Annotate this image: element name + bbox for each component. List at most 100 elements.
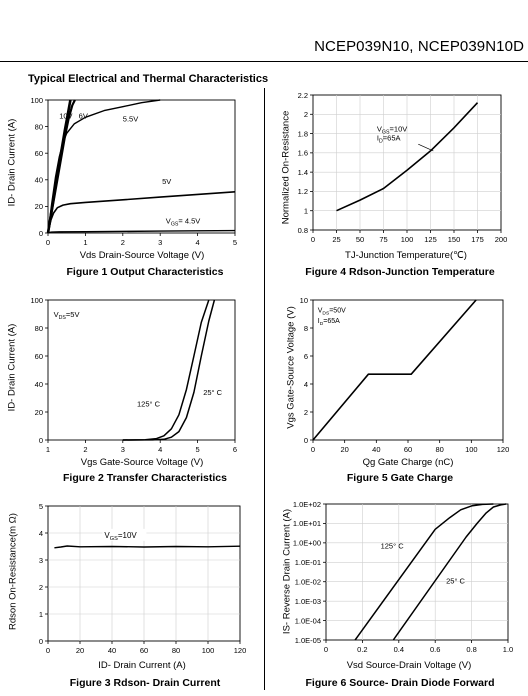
- figure-6-chart: 0 0.2 0.4 0.6 0.8 1.0 1.0E-05 1.0E-04 1.0E-03 1.0…: [293, 500, 513, 654]
- fig3-annotation-bg: [102, 528, 147, 541]
- figure-6-y-axis-label: IS- Reverse Drain Current (A): [281, 508, 293, 635]
- fig4-y-tick-label: 2.2: [298, 91, 308, 100]
- fig3-annotation-vgs: VGS=10V: [104, 531, 137, 542]
- fig2-label-125c: 125° C: [137, 399, 161, 408]
- fig1-plot-frame: [47, 99, 236, 234]
- fig6-y-tick-label: 1.0E+00: [293, 539, 321, 548]
- figure-4-x-axis-label: TJ-Junction Temperature(℃): [345, 250, 467, 261]
- fig2-y-tick-label: 80: [35, 324, 43, 333]
- fig2-x-tick-label: 6: [233, 445, 237, 454]
- fig6-x-tick-label: 0.2: [357, 645, 367, 654]
- figure-4-panel: 0 25 50 75 100 125 150 175 200 0.8 1 1.2 1.4 1.6 1.8 2 2…: [266, 90, 528, 280]
- fig2-y-tick-label: 20: [35, 408, 43, 417]
- fig4-annotation-vgs: VGS=10V: [377, 125, 407, 136]
- fig5-series-1-line: [312, 299, 477, 441]
- fig4-x-tick-label: 175: [471, 235, 484, 244]
- fig6-x-tick-label: 1.0: [503, 645, 513, 654]
- fig4-y-tick-label: 1.4: [298, 168, 308, 177]
- document-header: NCEP039N10, NCEP039N10D: [0, 0, 528, 62]
- section-title: Typical Electrical and Thermal Character…: [28, 73, 269, 85]
- fig4-annotation-leader: [418, 143, 434, 152]
- fig1-x-tick-label: 3: [158, 238, 162, 247]
- fig1-y-tick-label: 100: [30, 96, 43, 105]
- fig1-x-tick-label: 1: [83, 238, 87, 247]
- figure-1-y-axis-label: ID- Drain Current (A): [6, 118, 18, 207]
- figure-5-y-axis-label: Vgs Gate-Source Voltage (V): [285, 306, 297, 429]
- figure-2-caption: Figure 2 Transfer Characteristics: [63, 472, 227, 484]
- fig6-series-2-line: [392, 503, 507, 641]
- fig5-x-tick-label: 100: [465, 445, 478, 454]
- fig3-x-tick-label: 60: [140, 646, 148, 655]
- fig5-y-tick-label: 10: [300, 296, 308, 305]
- fig6-y-tick-label: 1.0E-03: [295, 597, 321, 606]
- figure-1-caption: Figure 1 Output Characteristics: [66, 266, 224, 278]
- fig3-y-tick-label: 2: [39, 583, 43, 592]
- fig4-x-tick-label: 100: [401, 235, 414, 244]
- fig4-y-tick-label: 2: [304, 110, 308, 119]
- figure-3-panel: 0 20 40 60 80 100 120 0 1 2 3 4 5 VGS=10V Rdson On-Re…: [0, 496, 262, 681]
- fig5-x-tick-label: 60: [404, 445, 412, 454]
- figure-4-caption: Figure 4 Rdson-Junction Temperature: [305, 266, 495, 278]
- fig2-label-25c: 25° C: [203, 388, 222, 397]
- fig2-x-tick-label: 1: [46, 445, 50, 454]
- fig3-x-tick-label: 0: [46, 646, 50, 655]
- fig4-y-tick-label: 0.8: [298, 226, 308, 235]
- fig1-label-10v: 10V: [59, 112, 72, 121]
- fig5-annotation-id: ID=65A: [318, 318, 340, 327]
- figure-4-chart: 0 25 50 75 100 125 150 175 200 0.8 1 1.2 1.4 1.6 1.8 2 2…: [298, 91, 508, 244]
- figure-6-x-axis-label: Vsd Source-Drain Voltage (V): [346, 660, 472, 671]
- figure-2-y-axis-label: ID- Drain Current (A): [6, 323, 18, 412]
- fig1-x-tick-label: 2: [121, 238, 125, 247]
- figure-1-x-axis-label: Vds Drain-Source Voltage (V): [79, 250, 205, 261]
- fig1-label-6v: 6V: [79, 112, 88, 121]
- fig3-x-tick-label: 20: [76, 646, 84, 655]
- figure-5-x-axis-label: Qg Gate Charge (nC): [362, 457, 454, 468]
- fig2-y-tick-label: 100: [30, 296, 43, 305]
- fig6-y-tick-label: 1.0E-05: [295, 636, 321, 645]
- fig2-series-2-line: [122, 299, 216, 441]
- fig6-x-tick-label: 0.4: [394, 645, 404, 654]
- fig5-y-tick-label: 0: [304, 436, 308, 445]
- fig6-label-25c: 25° C: [446, 577, 465, 586]
- figure-2-x-axis-label: Vgs Gate-Source Voltage (V): [80, 457, 204, 468]
- fig2-y-tick-label: 0: [39, 436, 43, 445]
- fig2-y-tick-label: 60: [35, 352, 43, 361]
- figure-1-chart: 0 1 2 3 4 5 0 20 40 60 80 100 10V 6V 5.5V 5V VGS= 4.5V: [30, 96, 237, 247]
- fig3-y-tick-label: 1: [39, 610, 43, 619]
- fig4-series-1-line: [336, 102, 479, 212]
- fig3-x-tick-label: 120: [234, 646, 247, 655]
- figure-5-caption: Figure 5 Gate Charge: [346, 472, 454, 484]
- fig2-y-tick-label: 40: [35, 380, 43, 389]
- figure-5-panel: 0 20 40 60 80 100 120 0 2 4 6 8 10 VDS=50V ID=65A Vgs …: [266, 296, 528, 476]
- fig6-label-125c: 125° C: [381, 542, 405, 551]
- fig1-series-5-line: [47, 229, 236, 234]
- fig2-plot-frame: [47, 299, 236, 441]
- figure-1-panel: 0 1 2 3 4 5 0 20 40 60 80 100 10V 6V 5.5V 5V VGS= 4.5V I…: [0, 90, 262, 280]
- fig5-y-tick-label: 6: [304, 352, 308, 361]
- fig6-x-tick-label: 0: [324, 645, 328, 654]
- fig3-y-tick-label: 0: [39, 637, 43, 646]
- figure-3-y-axis-label: Rdson On-Resistance(m Ω): [7, 513, 19, 630]
- fig6-plot-frame: [325, 503, 509, 641]
- fig2-series-1-line: [122, 299, 210, 441]
- fig4-x-tick-label: 50: [356, 235, 364, 244]
- part-number-title: NCEP039N10, NCEP039N10D: [314, 38, 524, 55]
- fig5-x-tick-label: 40: [372, 445, 380, 454]
- fig4-x-tick-label: 0: [311, 235, 315, 244]
- fig4-y-tick-label: 1.8: [298, 129, 308, 138]
- fig2-x-tick-label: 5: [196, 445, 200, 454]
- fig6-y-tick-label: 1.0E-04: [295, 616, 321, 625]
- fig6-x-tick-label: 0.6: [430, 645, 440, 654]
- fig5-y-tick-label: 2: [304, 408, 308, 417]
- fig4-x-tick-label: 200: [495, 235, 508, 244]
- figure-6-panel: 0 0.2 0.4 0.6 0.8 1.0 1.0E-05 1.0E-04 1.0E-03 1.0…: [266, 496, 528, 681]
- fig3-y-tick-label: 4: [39, 529, 43, 538]
- fig4-y-tick-label: 1.2: [298, 187, 308, 196]
- fig4-y-tick-label: 1: [304, 207, 308, 216]
- fig6-y-tick-label: 1.0E+01: [293, 519, 321, 528]
- fig3-x-tick-label: 40: [108, 646, 116, 655]
- fig1-y-tick-label: 0: [39, 229, 43, 238]
- fig4-x-tick-label: 75: [379, 235, 387, 244]
